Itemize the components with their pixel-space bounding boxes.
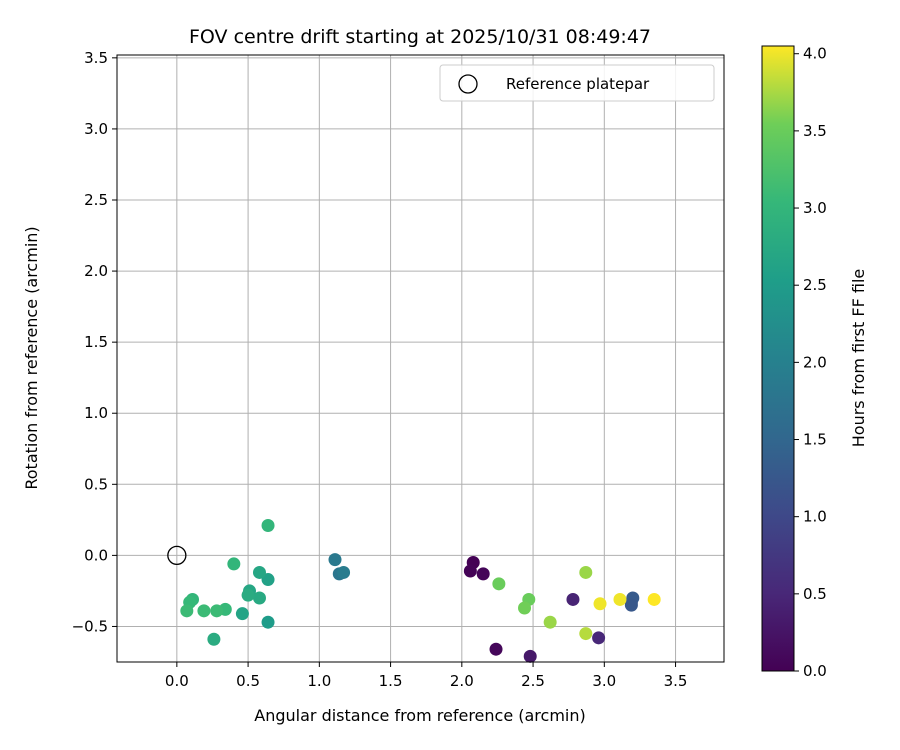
colorbar-tick-label: 1.0	[803, 508, 827, 526]
x-tick-label: 1.5	[379, 672, 403, 690]
legend-label: Reference platepar	[506, 75, 650, 93]
scatter-point	[592, 631, 606, 645]
scatter-point	[261, 519, 275, 533]
colorbar-tick-label: 2.0	[803, 353, 827, 371]
scatter-point	[647, 592, 661, 606]
legend-marker	[458, 74, 478, 94]
legend: Reference platepar	[439, 64, 715, 102]
y-tick-label: 2.5	[84, 191, 108, 209]
colorbar-tick-label: 1.5	[803, 431, 827, 449]
y-tick-label: 0.0	[84, 546, 108, 564]
scatter-point	[337, 565, 351, 579]
x-tick-label: 3.0	[592, 672, 616, 690]
y-tick-label: 2.0	[84, 262, 108, 280]
colorbar-ticks: 0.0 0.5 1.0 1.5 2.0 2.5 3.0 3.5 4.0	[794, 45, 827, 680]
y-tick-label: −0.5	[72, 617, 108, 635]
y-axis-label: Rotation from reference (arcmin)	[22, 226, 41, 489]
scatter-point	[593, 597, 607, 611]
y-axis: −0.5 0.0 0.5 1.0 1.5 2.0 2.5 3.0 3.5	[72, 49, 117, 635]
y-tick-label: 3.5	[84, 49, 108, 67]
scatter-point	[180, 604, 194, 618]
scatter-point	[463, 564, 477, 578]
scatter-point	[566, 592, 580, 606]
x-axis: 0.0 0.5 1.0 1.5 2.0 2.5 3.0 3.5	[165, 662, 688, 690]
scatter-point	[252, 591, 266, 605]
scatter-point	[261, 573, 275, 587]
scatter-point	[476, 567, 490, 581]
scatter-point	[241, 588, 255, 602]
y-tick-label: 3.0	[84, 120, 108, 138]
colorbar-gradient	[761, 45, 795, 672]
colorbar-tick-label: 3.0	[803, 199, 827, 217]
colorbar-tick-label: 0.5	[803, 585, 827, 603]
x-tick-label: 0.0	[165, 672, 189, 690]
scatter-point	[579, 565, 593, 579]
scatter-point	[579, 627, 593, 641]
colorbar: 0.0 0.5 1.0 1.5 2.0 2.5 3.0 3.5 4.0 Hours from f…	[761, 45, 868, 680]
legend-box	[439, 64, 715, 102]
colorbar-tick-label: 0.0	[803, 662, 827, 680]
scatter-point	[492, 577, 506, 591]
scatter-point	[207, 632, 221, 646]
scatter-point	[328, 553, 342, 567]
grid	[117, 55, 724, 662]
scatter-point	[210, 604, 224, 618]
plot-frame	[116, 54, 725, 663]
scatter-point	[518, 601, 532, 615]
scatter-point	[227, 557, 241, 571]
scatter-point	[261, 615, 275, 629]
scatter-point	[543, 615, 557, 629]
y-tick-label: 1.5	[84, 333, 108, 351]
scatter-point	[197, 604, 211, 618]
scatter-point	[523, 649, 537, 663]
x-axis-label: Angular distance from reference (arcmin)	[254, 706, 585, 725]
x-tick-label: 3.5	[664, 672, 688, 690]
colorbar-label: Hours from first FF file	[849, 269, 868, 448]
x-tick-label: 2.0	[450, 672, 474, 690]
x-tick-label: 1.0	[307, 672, 331, 690]
colorbar-tick-label: 4.0	[803, 45, 827, 63]
y-tick-label: 1.0	[84, 404, 108, 422]
scatter-point	[613, 592, 627, 606]
scatter-point	[235, 607, 249, 621]
data-points	[180, 519, 661, 663]
colorbar-tick-label: 3.5	[803, 122, 827, 140]
scatter-point	[624, 598, 638, 612]
scatter-point	[252, 565, 266, 579]
colorbar-tick-label: 2.5	[803, 276, 827, 294]
y-tick-label: 0.5	[84, 475, 108, 493]
reference-marker	[167, 545, 187, 566]
chart-title: FOV centre drift starting at 2025/10/31 …	[189, 26, 651, 48]
x-tick-label: 2.5	[521, 672, 545, 690]
scatter-point	[489, 642, 503, 656]
x-tick-label: 0.5	[236, 672, 260, 690]
